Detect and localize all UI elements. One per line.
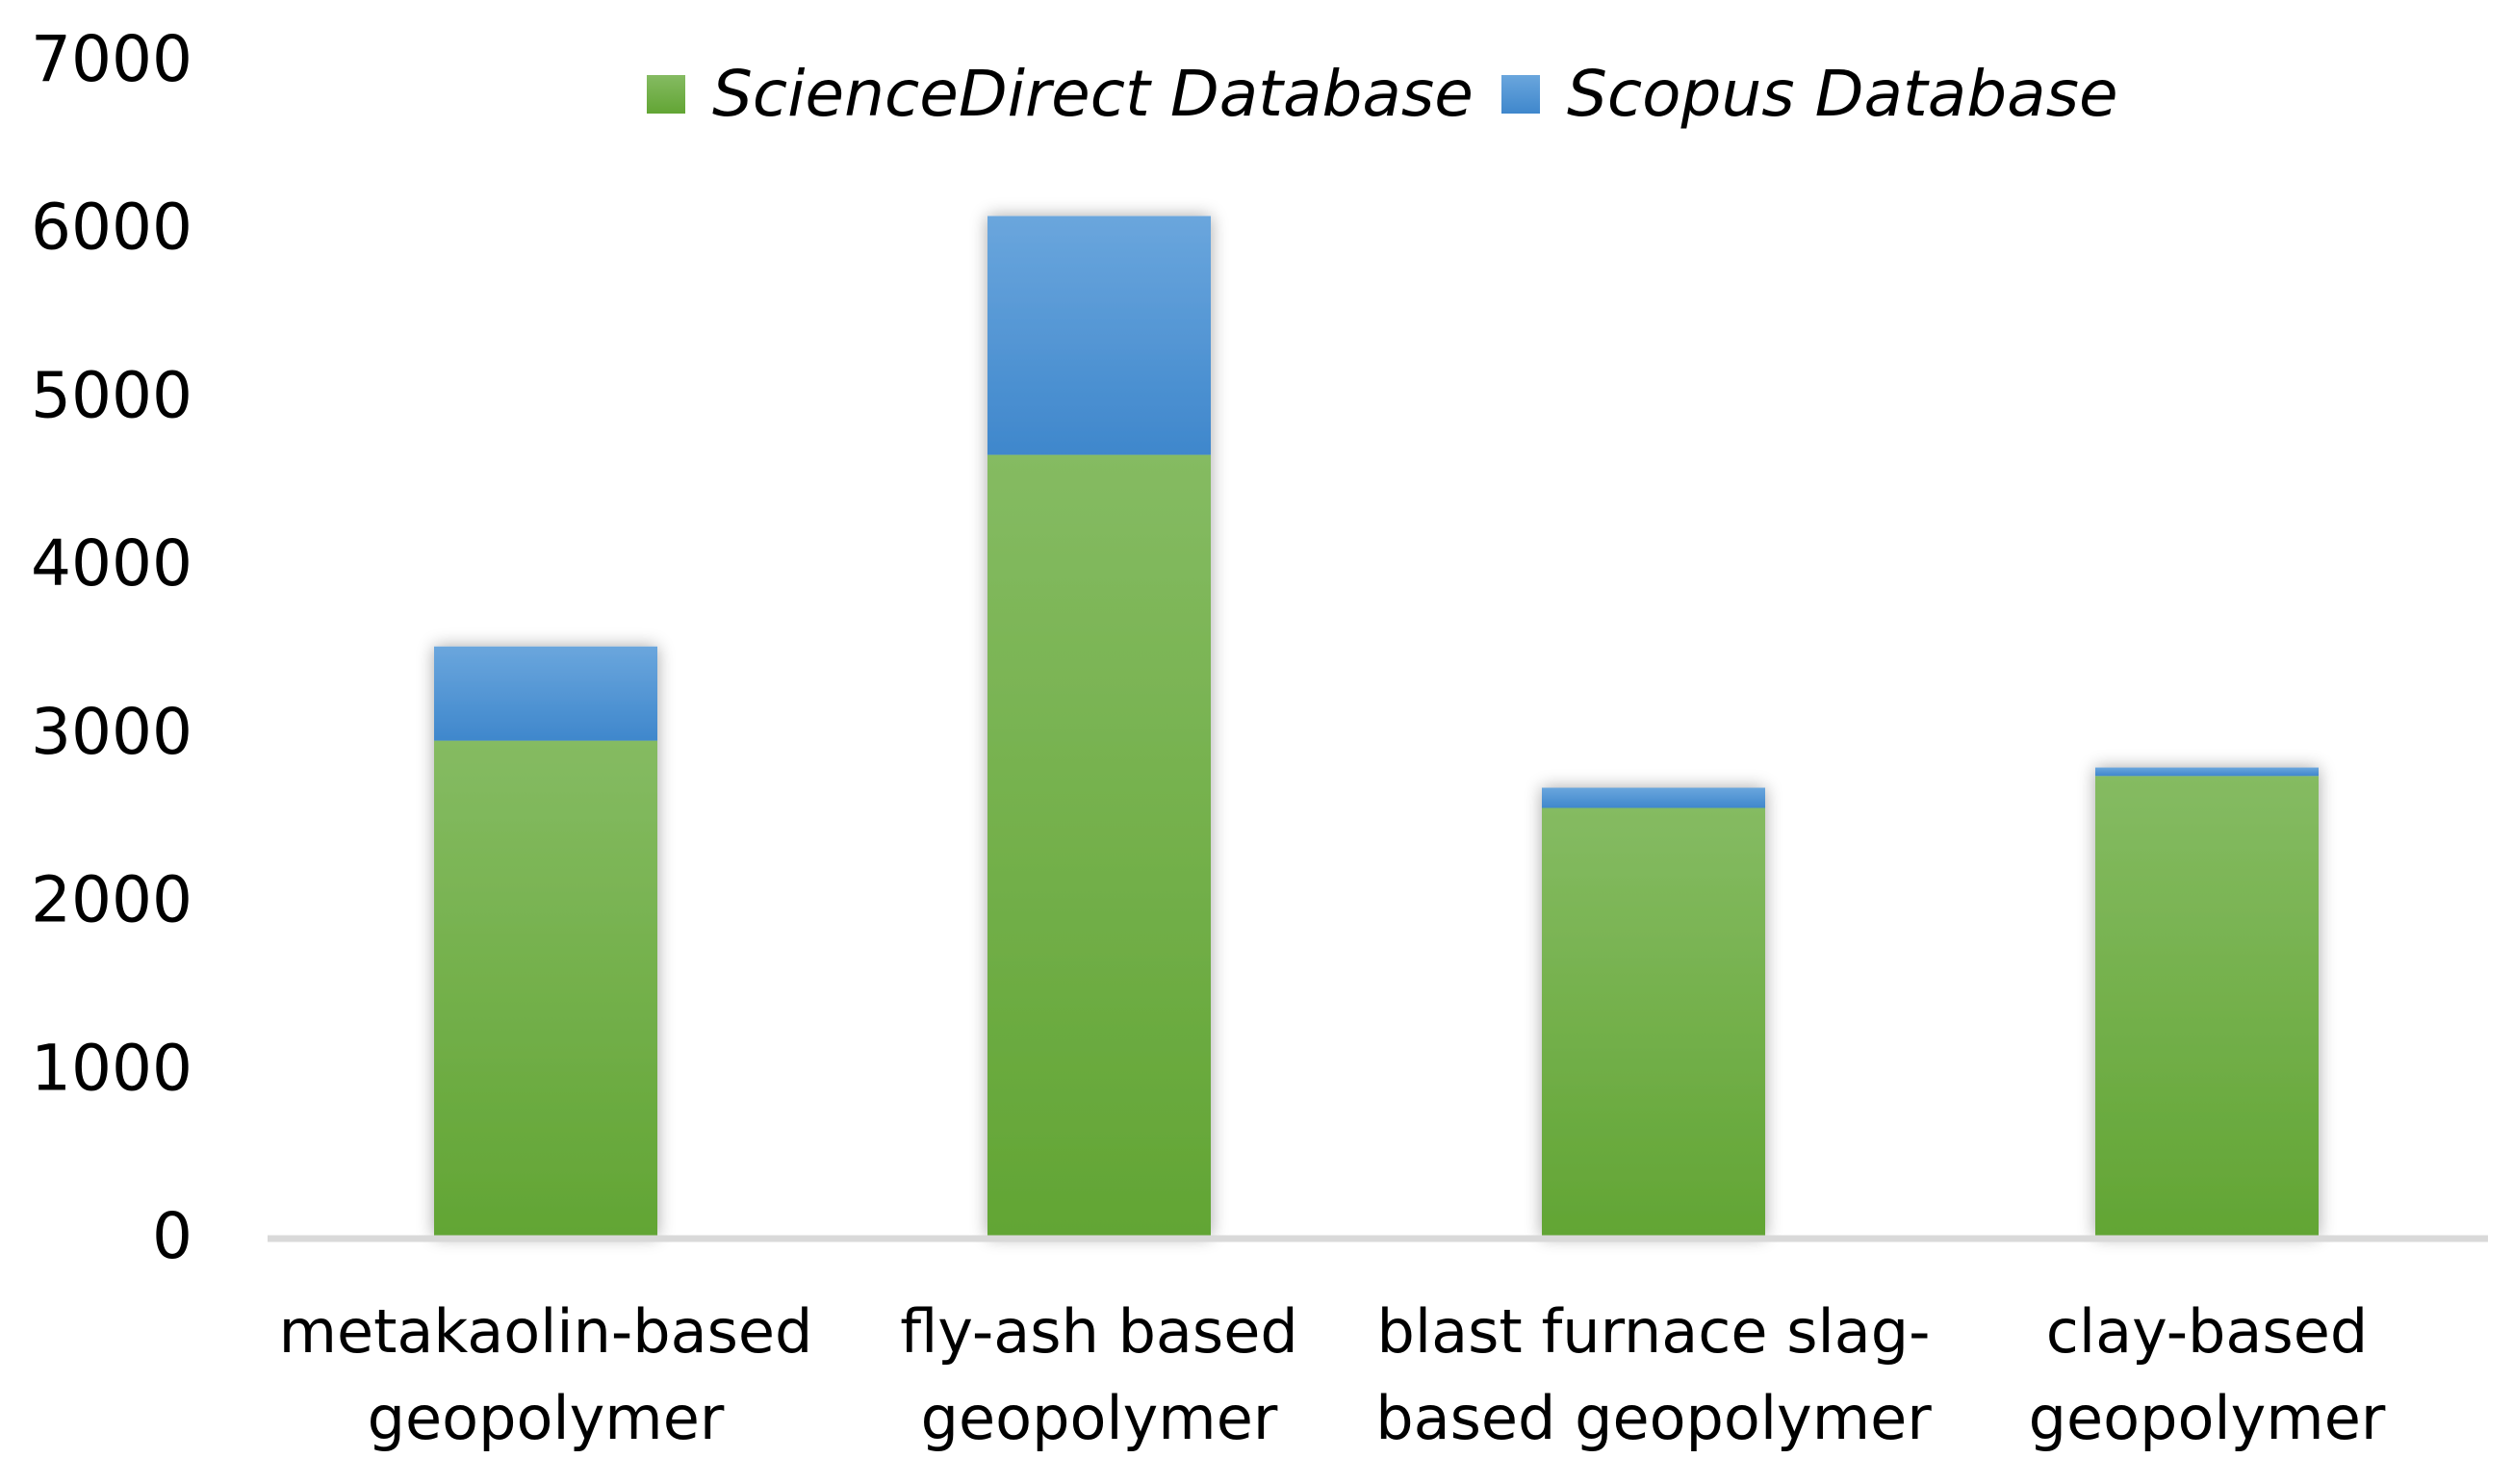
legend-label: Scopus Database (1567, 57, 2118, 131)
x-category-label: clay-based geopolymer (2029, 1296, 2386, 1453)
bars (434, 216, 2319, 1237)
bar-scopus (987, 216, 1211, 455)
bar-sciencedirect (987, 454, 1211, 1237)
y-tick-label: 0 (152, 1199, 192, 1273)
bar-sciencedirect (434, 740, 657, 1237)
bar-scopus (1542, 787, 1765, 808)
bar-stack (1542, 787, 1765, 1237)
bar-stack (2095, 767, 2319, 1237)
bar-sciencedirect (2095, 776, 2319, 1237)
y-tick-label: 3000 (31, 695, 192, 769)
y-tick-label: 5000 (31, 358, 192, 432)
y-tick-label: 2000 (31, 863, 192, 937)
x-axis: metakaolin-based geopolymer fly-ash based g… (268, 1235, 2488, 1453)
x-category-label: fly-ash based geopolymer (900, 1296, 1297, 1453)
legend-swatch (647, 75, 685, 114)
bar-stack (434, 646, 657, 1237)
x-category-label: metakaolin-based geopolymer (279, 1296, 813, 1453)
y-tick-label: 6000 (31, 191, 192, 265)
y-axis: 0 1000 2000 3000 4000 5000 6000 7000 (31, 22, 192, 1273)
bar-scopus (434, 646, 657, 741)
legend-label: ScienceDirect Database (712, 57, 1474, 131)
bar-sciencedirect (1542, 807, 1765, 1237)
legend: ScienceDirect Database Scopus Database (647, 57, 2118, 131)
x-category-label: blast furnace slag-based geopolymer (1375, 1296, 1932, 1453)
bar-scopus (2095, 767, 2319, 777)
y-tick-label: 4000 (31, 526, 192, 601)
y-tick-label: 7000 (31, 22, 192, 96)
bar-stack (987, 216, 1211, 1237)
legend-swatch (1501, 75, 1540, 114)
y-tick-label: 1000 (31, 1031, 192, 1105)
